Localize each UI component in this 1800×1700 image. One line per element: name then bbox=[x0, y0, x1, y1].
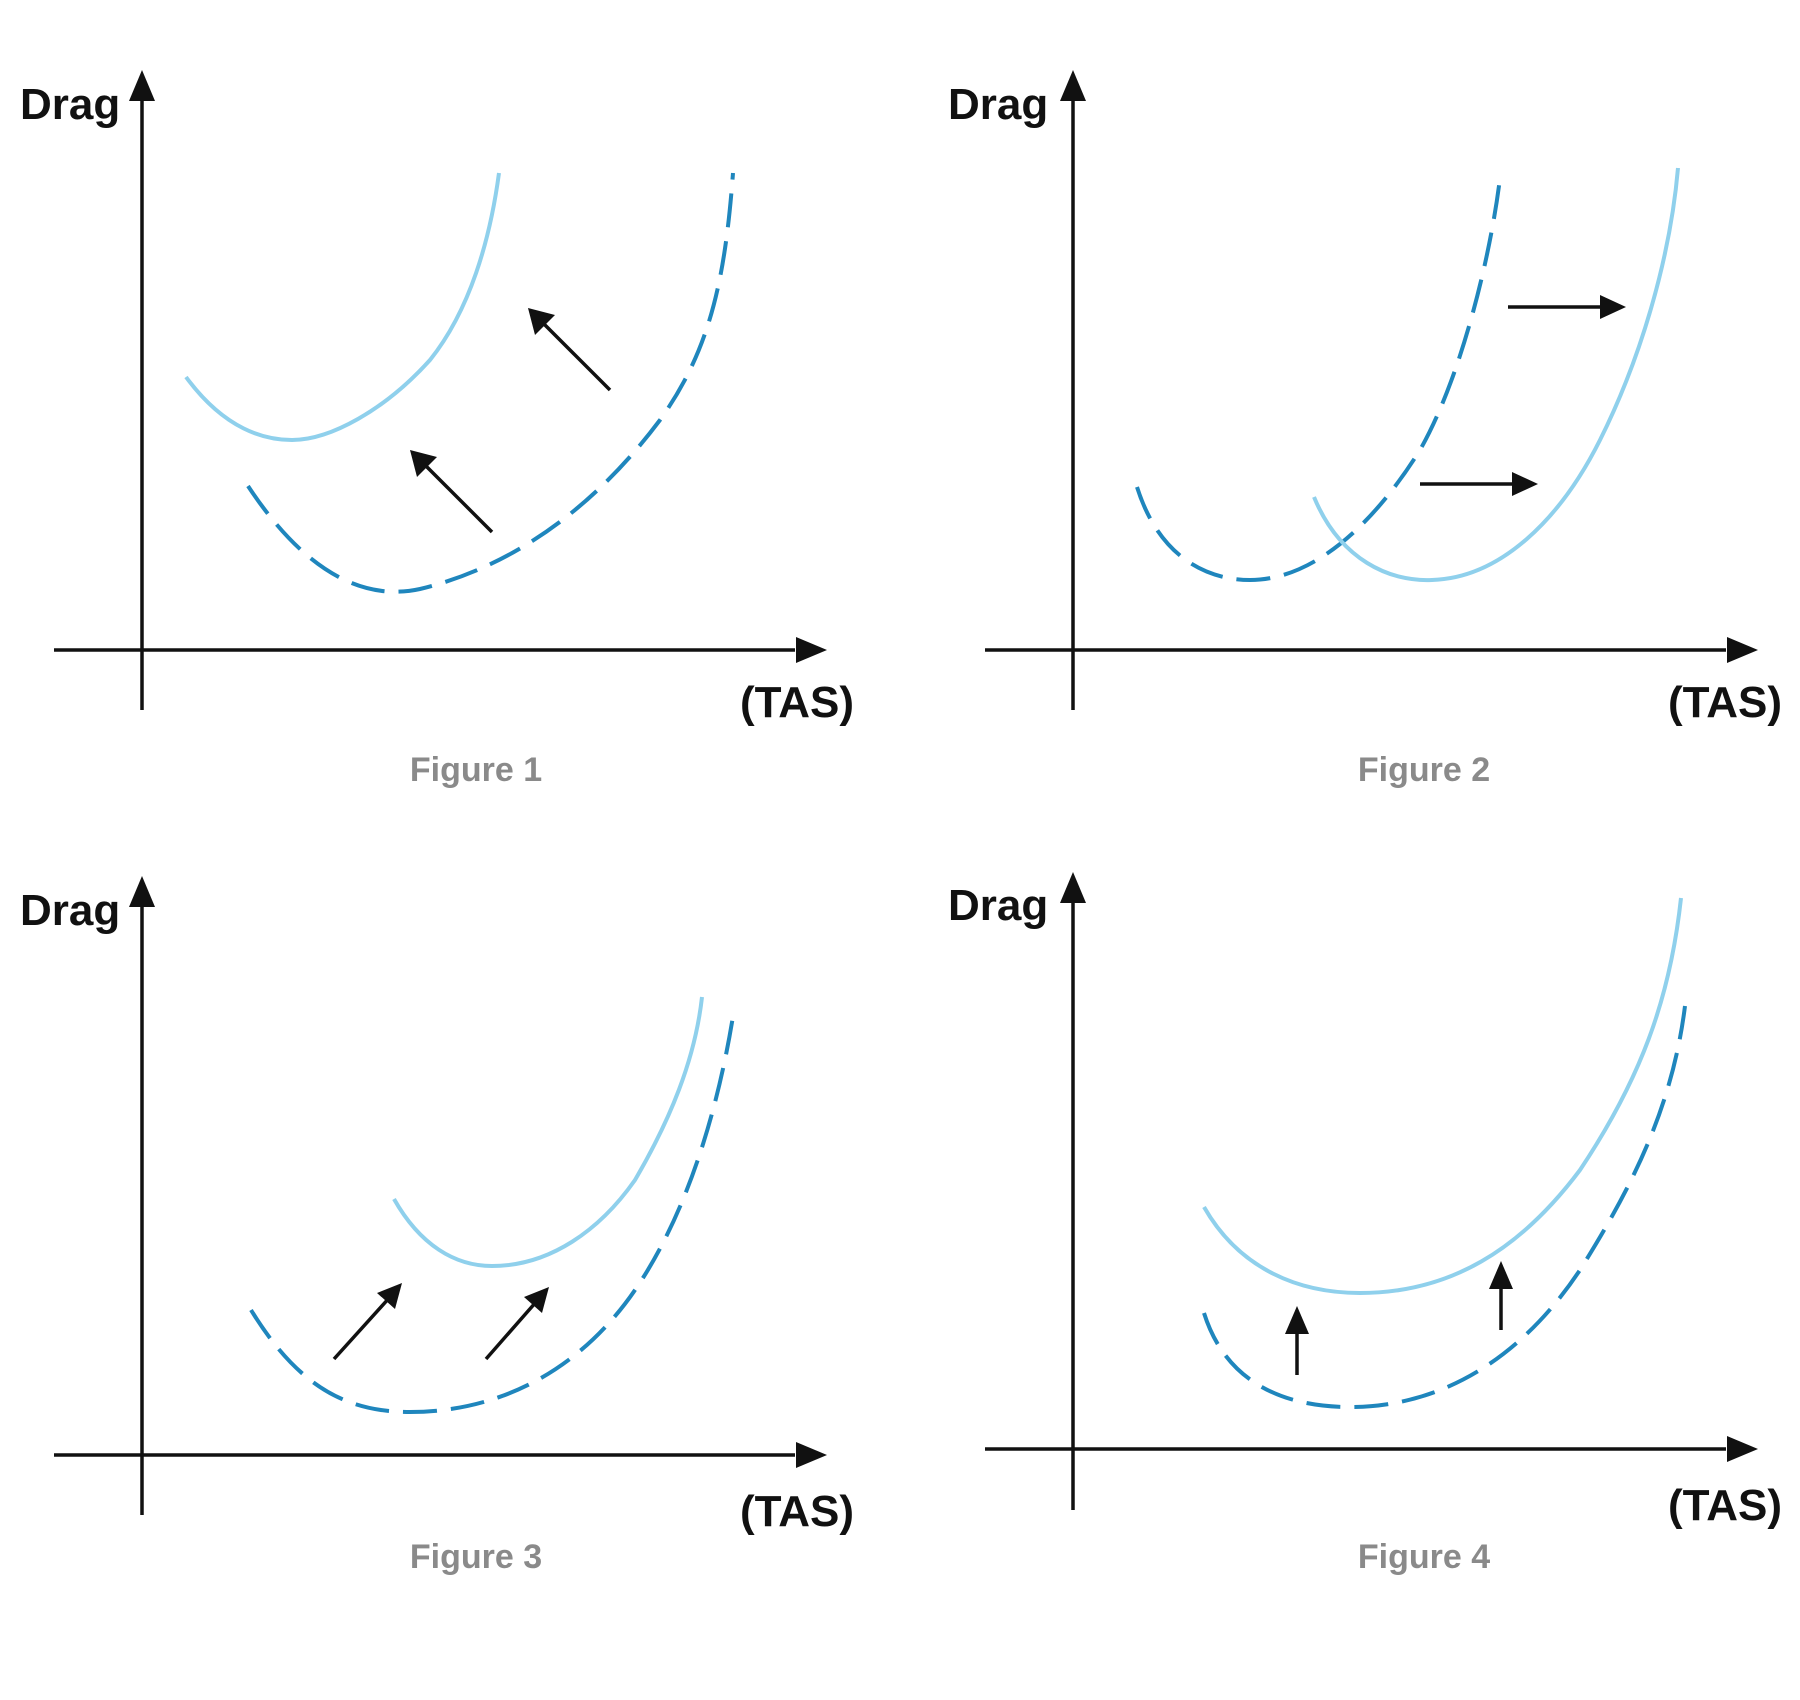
x-axis-arrowhead-figure-4 bbox=[1727, 1436, 1758, 1462]
figure-caption-2: Figure 2 bbox=[1358, 751, 1490, 789]
y-axis-arrowhead-figure-4 bbox=[1060, 872, 1086, 903]
x-axis-label-figure-1: (TAS) bbox=[740, 678, 854, 727]
shift-arrow-2-figure-3 bbox=[484, 1300, 538, 1361]
shift-arrow-1-figure-3 bbox=[332, 1295, 392, 1361]
chart-figure-4: Drag (TAS) Figure 4 bbox=[948, 872, 1782, 1576]
x-axis-label-figure-3: (TAS) bbox=[740, 1487, 854, 1536]
curve-original-dashed-figure-1 bbox=[246, 172, 735, 594]
shift-arrowhead-1-figure-2 bbox=[1600, 295, 1626, 319]
shift-arrowhead-2-figure-2 bbox=[1512, 472, 1538, 496]
figure-caption-1: Figure 1 bbox=[410, 751, 542, 789]
x-axis-label-figure-4: (TAS) bbox=[1668, 1481, 1782, 1530]
x-axis-label-figure-2: (TAS) bbox=[1668, 678, 1782, 727]
curve-original-dashed-figure-2 bbox=[1135, 177, 1502, 583]
shift-arrowhead-2-figure-1 bbox=[528, 308, 555, 335]
y-axis-label-figure-2: Drag bbox=[948, 80, 1048, 129]
curve-original-dashed-figure-3 bbox=[249, 1009, 736, 1415]
shift-arrow-1-figure-1 bbox=[422, 462, 494, 534]
y-axis-label-figure-3: Drag bbox=[20, 886, 120, 935]
shift-arrowhead-1-figure-4 bbox=[1285, 1306, 1309, 1334]
y-axis-arrowhead-figure-1 bbox=[129, 70, 155, 101]
curve-shifted-solid-figure-1 bbox=[184, 172, 501, 443]
curve-shifted-solid-figure-4 bbox=[1202, 897, 1683, 1296]
y-axis-arrowhead-figure-2 bbox=[1060, 70, 1086, 101]
curve-shifted-solid-figure-3 bbox=[392, 996, 704, 1269]
shift-arrow-2-figure-1 bbox=[540, 320, 612, 392]
shift-arrowhead-1-figure-3 bbox=[377, 1283, 402, 1309]
x-axis-arrowhead-figure-3 bbox=[796, 1442, 827, 1468]
x-axis-arrowhead-figure-2 bbox=[1727, 637, 1758, 663]
chart-figure-1: Drag (TAS) Figure 1 bbox=[20, 70, 854, 789]
y-axis-arrowhead-figure-3 bbox=[129, 876, 155, 907]
curve-shifted-solid-figure-2 bbox=[1312, 167, 1680, 583]
x-axis-arrowhead-figure-1 bbox=[796, 637, 827, 663]
chart-figure-3: Drag (TAS) Figure 3 bbox=[20, 876, 854, 1576]
shift-arrowhead-2-figure-3 bbox=[524, 1287, 549, 1313]
shift-arrowhead-1-figure-1 bbox=[410, 450, 437, 477]
y-axis-label-figure-1: Drag bbox=[20, 80, 120, 129]
curve-original-dashed-figure-4 bbox=[1202, 1005, 1687, 1410]
figure-caption-4: Figure 4 bbox=[1358, 1538, 1490, 1576]
shift-arrowhead-2-figure-4 bbox=[1489, 1261, 1513, 1289]
y-axis-label-figure-4: Drag bbox=[948, 881, 1048, 930]
figure-caption-3: Figure 3 bbox=[410, 1538, 542, 1576]
chart-figure-2: Drag (TAS) Figure 2 bbox=[948, 70, 1782, 789]
